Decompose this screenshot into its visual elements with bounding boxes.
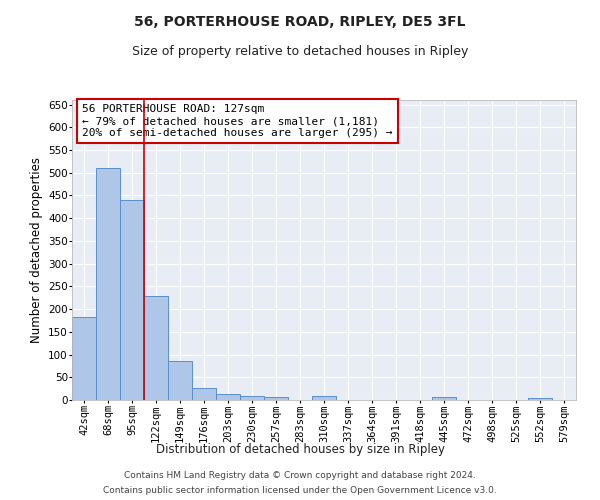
- Bar: [144, 296, 168, 400]
- Bar: [528, 398, 552, 400]
- Bar: [96, 168, 120, 400]
- Bar: [120, 200, 144, 400]
- Text: Contains public sector information licensed under the Open Government Licence v3: Contains public sector information licen…: [103, 486, 497, 495]
- Bar: [168, 362, 192, 400]
- Text: Contains HM Land Registry data © Crown copyright and database right 2024.: Contains HM Land Registry data © Crown c…: [124, 471, 476, 480]
- Text: 56 PORTERHOUSE ROAD: 127sqm
← 79% of detached houses are smaller (1,181)
20% of : 56 PORTERHOUSE ROAD: 127sqm ← 79% of det…: [82, 104, 392, 138]
- Bar: [192, 388, 216, 400]
- Bar: [312, 396, 336, 400]
- Y-axis label: Number of detached properties: Number of detached properties: [29, 157, 43, 343]
- Text: Distribution of detached houses by size in Ripley: Distribution of detached houses by size …: [155, 442, 445, 456]
- Bar: [264, 397, 288, 400]
- Bar: [240, 396, 264, 400]
- Text: 56, PORTERHOUSE ROAD, RIPLEY, DE5 3FL: 56, PORTERHOUSE ROAD, RIPLEY, DE5 3FL: [134, 15, 466, 29]
- Bar: [432, 398, 456, 400]
- Bar: [216, 394, 240, 400]
- Bar: [72, 317, 96, 400]
- Text: Size of property relative to detached houses in Ripley: Size of property relative to detached ho…: [132, 45, 468, 58]
